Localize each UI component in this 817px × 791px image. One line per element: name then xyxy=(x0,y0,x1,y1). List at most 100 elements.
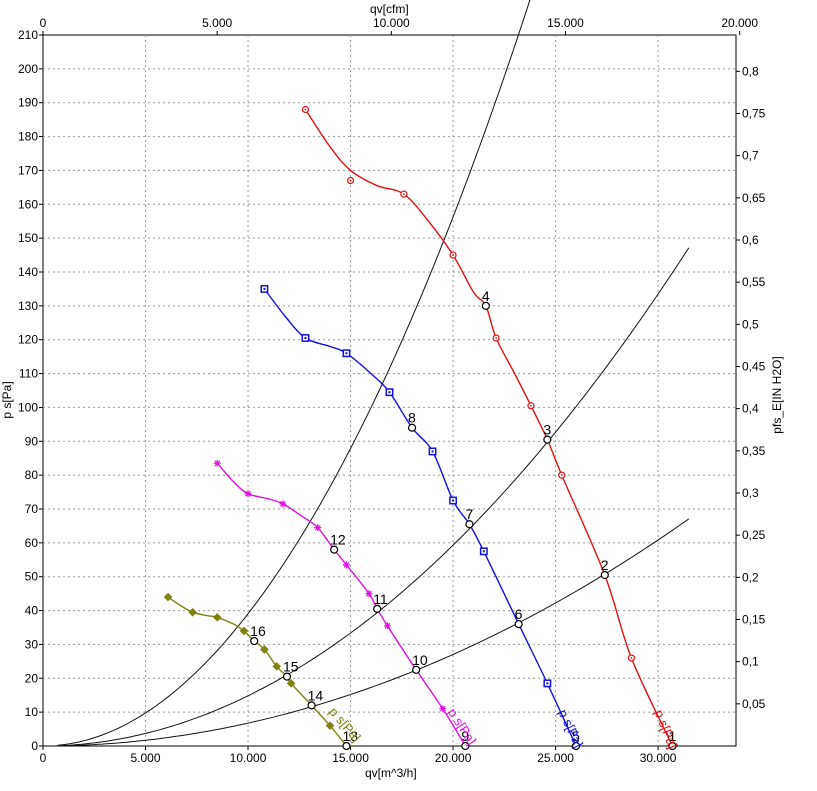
operating-point-label: 2 xyxy=(601,557,609,573)
y2-tick-label: 0,65 xyxy=(742,191,766,205)
y2-tick-label: 0,6 xyxy=(742,233,759,247)
operating-point-label: 7 xyxy=(465,506,473,522)
y-tick-label: 110 xyxy=(19,367,38,381)
x2-axis-title: qv[cfm] xyxy=(370,2,409,16)
y2-tick-label: 0,35 xyxy=(742,444,766,458)
operating-point xyxy=(282,672,292,681)
operating-point-label: 16 xyxy=(250,623,266,639)
x-tick-label: 10.000 xyxy=(230,751,267,765)
operating-point xyxy=(514,620,523,629)
y2-axis-title: pfs_E[IN H2O] xyxy=(770,356,784,433)
data-point xyxy=(163,592,173,602)
data-point xyxy=(383,622,391,630)
operating-point xyxy=(373,604,382,613)
operating-point xyxy=(668,741,677,751)
y2-tick-label: 0,75 xyxy=(742,106,766,120)
operating-point xyxy=(342,741,351,751)
x-tick-label: 30.000 xyxy=(640,751,677,765)
data-point-dot xyxy=(452,499,455,502)
data-point-dot xyxy=(304,337,307,340)
y2-tick-label: 0,15 xyxy=(742,612,766,626)
operating-point-label: 3 xyxy=(543,422,551,438)
data-point-dot xyxy=(304,108,307,111)
data-point-dot xyxy=(530,404,532,407)
x-tick-label: 5.000 xyxy=(130,751,160,765)
y-tick-label: 140 xyxy=(18,265,38,279)
operating-point xyxy=(250,636,259,646)
y2-tick-label: 0,5 xyxy=(742,317,759,331)
x2-tick-label: 0 xyxy=(40,16,47,30)
data-point xyxy=(212,613,222,622)
data-point-dot xyxy=(349,179,352,182)
operating-point xyxy=(481,301,490,310)
y-axis-title: p s[Pa] xyxy=(0,381,14,418)
operating-point-label: 9 xyxy=(461,728,469,744)
y-tick-label: 190 xyxy=(18,96,38,110)
y-tick-label: 120 xyxy=(18,333,38,347)
x-tick-label: 0 xyxy=(40,751,47,765)
operating-point xyxy=(543,435,552,444)
operating-point xyxy=(600,570,609,580)
data-point xyxy=(439,705,447,713)
data-point xyxy=(260,645,269,654)
x2-tick-label: 15.000 xyxy=(547,16,584,30)
y-tick-label: 0 xyxy=(31,739,38,753)
operating-point-label: 12 xyxy=(330,532,346,548)
y2-tick-label: 0,1 xyxy=(742,655,759,669)
data-point xyxy=(314,524,322,532)
data-point-dot xyxy=(345,352,348,355)
x-axis-title: qv[m^3/h] xyxy=(365,766,417,780)
x-tick-label: 25.000 xyxy=(537,751,574,765)
operating-point xyxy=(461,741,470,751)
x2-tick-label: 10.000 xyxy=(373,16,410,30)
operating-point xyxy=(407,423,417,432)
y2-tick-label: 0,4 xyxy=(742,402,759,416)
y-tick-label: 170 xyxy=(18,163,38,177)
operating-point-label: 10 xyxy=(412,652,428,668)
y2-tick-label: 0,2 xyxy=(742,570,759,584)
y-tick-label: 70 xyxy=(25,502,39,516)
y-tick-label: 60 xyxy=(25,536,39,550)
data-point-dot xyxy=(560,474,563,477)
operating-point xyxy=(465,520,474,529)
data-point-dot xyxy=(482,550,485,553)
operating-point xyxy=(330,545,339,554)
y-tick-label: 150 xyxy=(18,231,38,245)
data-point xyxy=(213,459,221,467)
system-curve xyxy=(57,0,531,746)
y-tick-label: 50 xyxy=(25,570,39,584)
data-point xyxy=(244,490,252,498)
y2-tick-label: 0,55 xyxy=(742,275,766,289)
operating-point xyxy=(571,741,581,751)
y2-tick-label: 0,8 xyxy=(742,64,759,78)
data-point-dot xyxy=(263,287,266,290)
data-point-dot xyxy=(452,254,454,256)
y-tick-label: 200 xyxy=(18,62,38,76)
operating-point xyxy=(412,665,421,674)
data-point-dot xyxy=(402,193,405,196)
y-tick-label: 100 xyxy=(18,400,38,414)
data-point-dot xyxy=(630,657,633,659)
series-line xyxy=(304,109,674,747)
data-point xyxy=(365,590,373,598)
x-tick-label: 15.000 xyxy=(332,751,369,765)
y-tick-label: 180 xyxy=(18,130,38,144)
operating-point-label: 6 xyxy=(515,606,523,622)
grid xyxy=(43,35,736,746)
data-point xyxy=(342,561,350,569)
x2-tick-label: 5.000 xyxy=(202,16,232,30)
data-point xyxy=(188,607,197,617)
data-point-dot xyxy=(431,450,434,453)
y-tick-label: 160 xyxy=(18,197,38,211)
operating-point-label: 4 xyxy=(482,288,490,304)
y2-tick-label: 0,25 xyxy=(742,528,766,542)
data-point xyxy=(279,500,287,508)
operating-point-label: 5 xyxy=(572,728,580,744)
system-curve xyxy=(57,518,690,747)
y-tick-label: 210 xyxy=(18,28,38,42)
data-point-dot xyxy=(546,682,549,685)
data-point-dot xyxy=(495,337,498,339)
operating-point-label: 1 xyxy=(668,728,676,744)
y-tick-label: 130 xyxy=(18,299,38,313)
y-tick-label: 30 xyxy=(25,637,39,651)
